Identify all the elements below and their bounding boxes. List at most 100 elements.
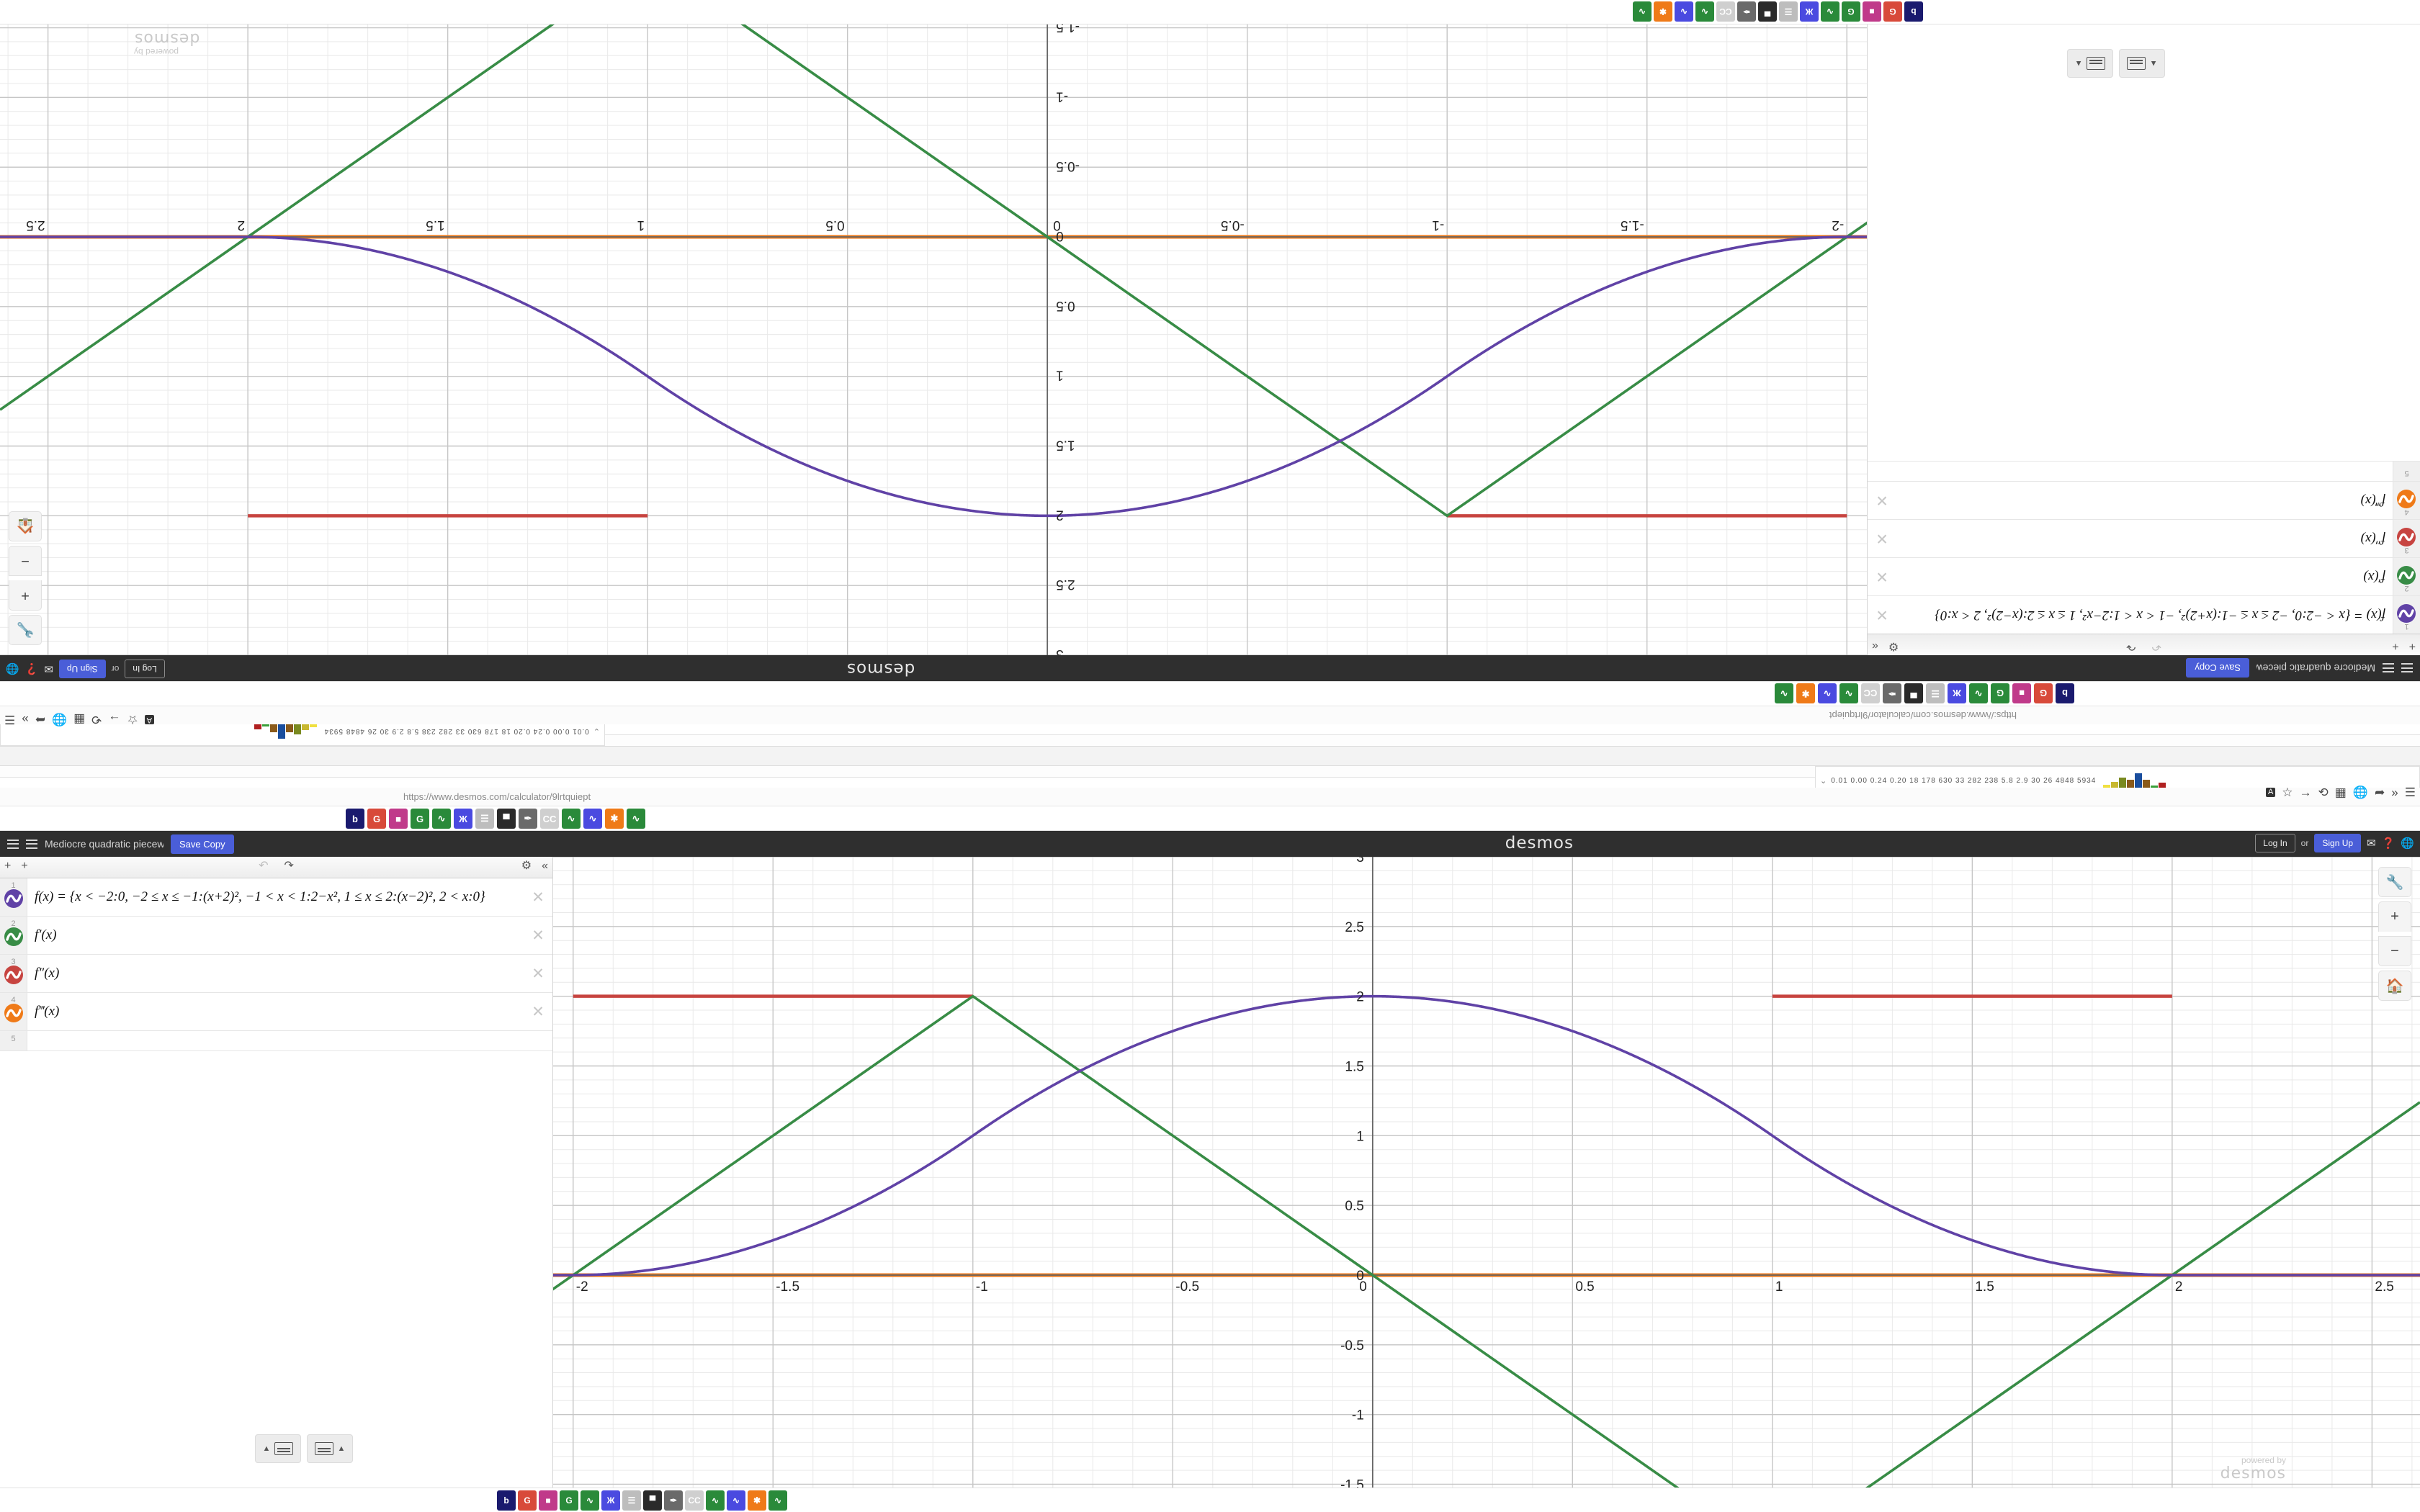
taskbar-favicon-cc[interactable]: CC — [685, 1490, 704, 1511]
forward-arrow-icon[interactable]: → — [108, 713, 121, 726]
add-item-icon[interactable]: + — [2392, 640, 2399, 652]
favicon-desmos3[interactable]: ∿ — [583, 809, 602, 829]
taskbar-icons[interactable]: b G ■ G ∿ Ж ☰ ▀ ✒ CC ∿ ∿ ✱ ∿ — [1633, 1, 1923, 22]
expression-color-bubble[interactable] — [4, 889, 23, 908]
tab-strip[interactable] — [0, 756, 2420, 766]
share-icon[interactable]: ✉ — [2367, 837, 2376, 850]
globe-icon[interactable]: 🌐 — [2352, 786, 2369, 799]
expression-color-bubble[interactable] — [2397, 566, 2416, 585]
gear-icon[interactable]: ⚙ — [521, 860, 532, 872]
expression-row[interactable]: 3 f″(x) ✕ — [0, 955, 552, 993]
favicon-orange[interactable]: ✱ — [1796, 683, 1815, 703]
add-expression-icon[interactable]: + — [4, 860, 12, 872]
favicon-desmos2[interactable]: ∿ — [1839, 683, 1858, 703]
tab-strip[interactable] — [0, 746, 2420, 756]
taskbar-favicon-trash[interactable]: ▀ — [643, 1490, 662, 1511]
favicon-desmos2[interactable]: ∿ — [562, 809, 581, 829]
delete-expression-icon[interactable]: ✕ — [1876, 606, 1888, 624]
favicon-trash[interactable]: ▀ — [1904, 683, 1923, 703]
gear-icon[interactable]: ⚙ — [1888, 640, 1899, 652]
expression-latex[interactable]: f″(x) — [35, 966, 60, 981]
chevrons-icon[interactable]: » — [22, 713, 29, 726]
zoom-out-icon[interactable]: − — [9, 546, 42, 576]
menu-hamburger-icon[interactable] — [7, 839, 19, 849]
taskbar-favicon-b[interactable]: b — [497, 1490, 516, 1511]
expression-color-bubble[interactable] — [2397, 528, 2416, 546]
undo-icon[interactable]: ↶ — [2151, 640, 2161, 652]
favicon-desmos4[interactable]: ∿ — [627, 809, 645, 829]
forward-arrow-icon[interactable]: → — [2299, 786, 2312, 799]
taskbar-favicon-wiki[interactable]: Ж — [1800, 1, 1819, 22]
reload-icon[interactable]: ⟲ — [2318, 786, 2329, 799]
wrench-icon[interactable]: 🔧 — [9, 615, 42, 645]
taskbar-favicon-orange[interactable]: ✱ — [748, 1490, 766, 1511]
graph-title[interactable]: Mediocre quadratic piecewi… — [2257, 662, 2375, 674]
favicon-g2[interactable]: G — [411, 809, 429, 829]
signup-button[interactable]: Sign Up — [58, 660, 106, 678]
taskbar-favicon-desmos3[interactable]: ∿ — [1675, 1, 1693, 22]
help-icon[interactable]: ❓ — [24, 662, 39, 675]
favicon-desmos4[interactable]: ∿ — [1775, 683, 1793, 703]
expression-row[interactable]: 1 f(x) = {x < −2:0, −2 ≤ x ≤ −1:(x+2)², −… — [1868, 595, 2420, 634]
save-copy-button[interactable]: Save Copy — [171, 834, 234, 854]
taskbar-favicon-trash[interactable]: ▀ — [1758, 1, 1777, 22]
graph-canvas[interactable]: -2 -1.5 -1 -0.5 0.5 1 1.5 2 2.5 -1.5 -1 -0.5 0 0.5 1 1.… — [553, 857, 2420, 1488]
translate-icon[interactable]: A — [144, 715, 155, 724]
home-icon[interactable]: 🏠 — [9, 511, 42, 541]
add-expression-icon[interactable]: + — [2408, 640, 2416, 652]
favicon-desmos1[interactable]: ∿ — [1969, 683, 1988, 703]
expression-latex[interactable]: f′(x) — [2363, 570, 2385, 585]
help-icon[interactable]: ❓ — [2381, 837, 2396, 850]
favicon-rainbow[interactable]: ■ — [389, 809, 408, 829]
delete-expression-icon[interactable]: ✕ — [532, 965, 544, 982]
expression-row[interactable]: 4 f‴(x) ✕ — [0, 993, 552, 1031]
favicon-trash[interactable]: ▀ — [497, 809, 516, 829]
taskbar-favicon-g2[interactable]: G — [560, 1490, 578, 1511]
favicon-g2[interactable]: G — [1991, 683, 2009, 703]
expression-latex[interactable] — [1868, 462, 2393, 481]
expression-latex[interactable]: f″(x) — [2360, 531, 2385, 546]
star-icon[interactable]: ☆ — [2282, 786, 2293, 799]
browser-nav-icons[interactable]: A ☆ → ⟲ ▦ 🌐 ➦ » ☰ — [4, 713, 155, 726]
undo-icon[interactable]: ↶ — [259, 860, 269, 872]
taskbar-favicon-desmos4[interactable]: ∿ — [1633, 1, 1652, 22]
graph-list-icon[interactable] — [2383, 663, 2394, 673]
expression-latex[interactable]: f′(x) — [35, 927, 57, 942]
delete-expression-icon[interactable]: ✕ — [1876, 492, 1888, 509]
browser-nav-icons[interactable]: A ☆ → ⟲ ▦ 🌐 ➦ » ☰ — [2265, 786, 2416, 799]
expression-latex[interactable]: f(x) = {x < −2:0, −2 ≤ x ≤ −1:(x+2)², −1… — [35, 889, 485, 904]
delete-expression-icon[interactable]: ✕ — [532, 888, 544, 906]
expression-color-bubble[interactable] — [2397, 604, 2416, 623]
bookmark-icons[interactable]: b G ■ G ∿ Ж ☰ ▀ ✒ CC ∿ ∿ ✱ ∿ — [1775, 683, 2074, 703]
favicon-b[interactable]: b — [346, 809, 364, 829]
favicon-feather[interactable]: ✒ — [1883, 683, 1901, 703]
expression-row[interactable]: 1 f(x) = {x < −2:0, −2 ≤ x ≤ −1:(x+2)², −… — [0, 878, 552, 917]
favicon-feather[interactable]: ✒ — [519, 809, 537, 829]
reader-icon[interactable]: ▦ — [2334, 786, 2347, 799]
login-button[interactable]: Log In — [2255, 834, 2295, 852]
bookmark-icons[interactable]: b G ■ G ∿ Ж ☰ ▀ ✒ CC ∿ ∿ ✱ ∿ — [346, 809, 645, 829]
translate-icon[interactable]: A — [2265, 788, 2276, 797]
favicon-wiki[interactable]: Ж — [454, 809, 472, 829]
taskbar-favicon-google[interactable]: G — [518, 1490, 537, 1511]
share-icon[interactable]: ➦ — [2375, 786, 2385, 799]
expression-latex[interactable] — [27, 1031, 552, 1050]
keypad-toggle-button[interactable]: ▲ — [255, 1434, 301, 1463]
favicon-google[interactable]: G — [2034, 683, 2053, 703]
chevrons-icon[interactable]: » — [2391, 786, 2398, 799]
favicon-folder[interactable]: ☰ — [475, 809, 494, 829]
taskbar-favicon-feather[interactable]: ✒ — [1737, 1, 1756, 22]
graph-canvas[interactable]: -2 -1.5 -1 -0.5 0.5 1 1.5 2 2.5 -1.5 -1 -0.5 0 0.5 1 1.… — [0, 24, 1867, 655]
expression-row[interactable]: 4 f‴(x) ✕ — [1868, 481, 2420, 519]
graph-list-icon[interactable] — [26, 839, 37, 849]
taskbar-favicon-desmos1[interactable]: ∿ — [1821, 1, 1839, 22]
url-bar[interactable]: https://www.desmos.com/calculator/9lrtqu… — [0, 706, 2420, 724]
language-globe-icon[interactable]: 🌐 — [6, 662, 19, 675]
delete-expression-icon[interactable]: ✕ — [532, 927, 544, 944]
star-icon[interactable]: ☆ — [127, 713, 138, 726]
favicon-wiki[interactable]: Ж — [1948, 683, 1966, 703]
delete-expression-icon[interactable]: ✕ — [1876, 530, 1888, 547]
taskbar-favicon-desmos3[interactable]: ∿ — [727, 1490, 745, 1511]
taskbar-favicon-b[interactable]: b — [1904, 1, 1923, 22]
menu-hamburger-icon[interactable] — [2401, 663, 2413, 673]
